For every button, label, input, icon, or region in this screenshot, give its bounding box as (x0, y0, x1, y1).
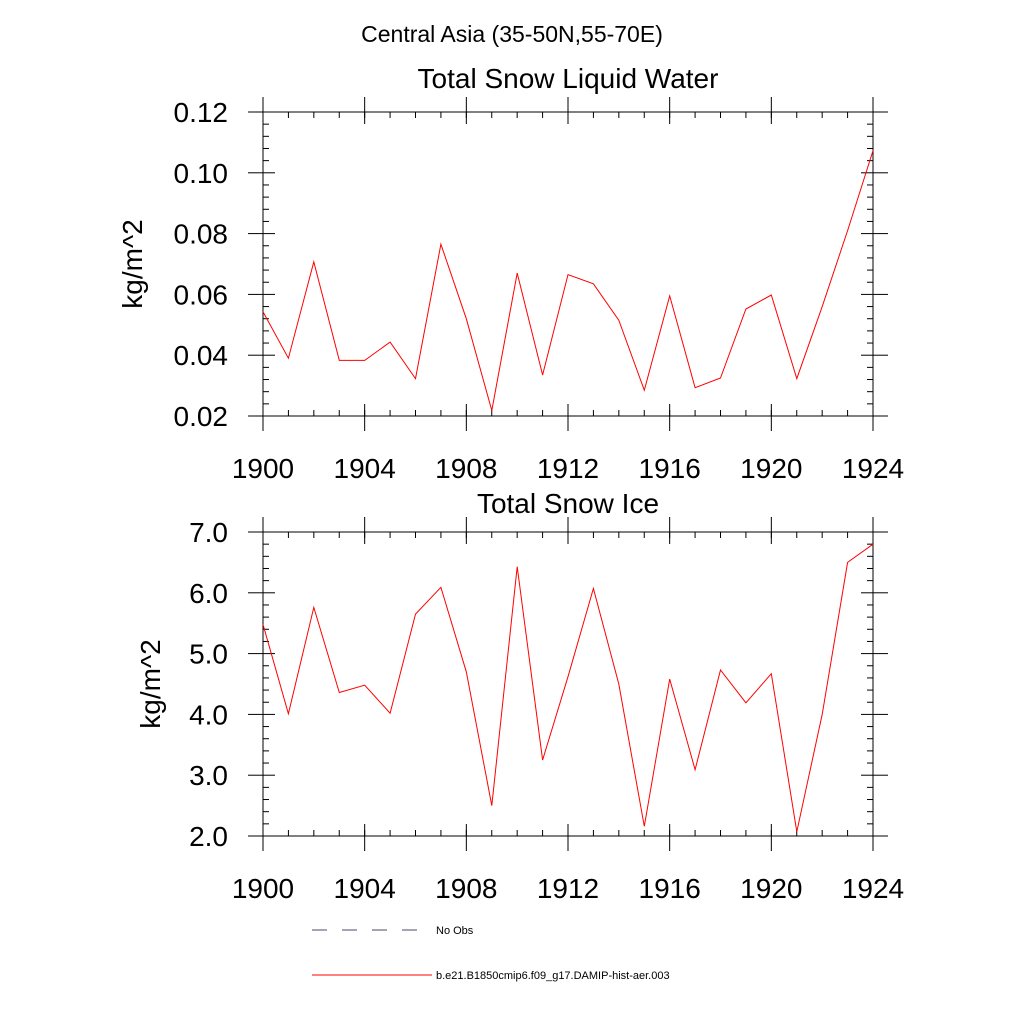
y-tick-label: 0.02 (174, 401, 229, 432)
y-tick-label: 2.0 (189, 821, 228, 852)
panel-snow-ice: Total Snow Ice kg/m^2 1900 1904 1908 1912 19… (135, 488, 904, 904)
panel-snow-liquid-water: Total Snow Liquid Water kg/m^2 1900 1904 1… (117, 63, 904, 484)
x-tick-label: 1920 (740, 453, 802, 484)
panel-title: Total Snow Liquid Water (418, 63, 719, 94)
x-tick-label: 1924 (842, 873, 904, 904)
x-tick-label: 1916 (639, 453, 701, 484)
legend-item-model: b.e21.B1850cmip6.f09_g17.DAMIP-hist-aer.… (312, 970, 670, 982)
x-tick-label: 1916 (639, 873, 701, 904)
y-axis-label: kg/m^2 (135, 639, 166, 728)
series-line (262, 150, 874, 411)
axis-ticks (248, 97, 888, 431)
x-tick-labels: 1900 1904 1908 1912 1916 1920 1924 (232, 873, 904, 904)
x-tick-label: 1924 (842, 453, 904, 484)
x-tick-label: 1900 (232, 453, 294, 484)
x-tick-label: 1904 (334, 453, 396, 484)
plot-frame (262, 111, 874, 417)
x-tick-label: 1908 (435, 873, 497, 904)
x-tick-label: 1912 (537, 453, 599, 484)
y-tick-label: 4.0 (189, 699, 228, 730)
y-tick-labels: 2.0 3.0 4.0 5.0 6.0 7.0 (189, 517, 228, 852)
x-tick-label: 1912 (537, 873, 599, 904)
x-tick-label: 1900 (232, 873, 294, 904)
y-axis-label: kg/m^2 (117, 219, 148, 308)
legend-label: No Obs (436, 925, 474, 937)
x-tick-label: 1920 (740, 873, 802, 904)
series-lines (262, 150, 874, 411)
series-line (262, 543, 874, 832)
x-tick-labels: 1900 1904 1908 1912 1916 1920 1924 (232, 453, 904, 484)
y-tick-label: 0.04 (174, 340, 229, 371)
y-tick-label: 6.0 (189, 578, 228, 609)
y-tick-label: 0.10 (174, 158, 229, 189)
legend: No Obs b.e21.B1850cmip6.f09_g17.DAMIP-hi… (312, 925, 670, 982)
legend-item-no-obs: No Obs (312, 925, 474, 937)
figure-title: Central Asia (35-50N,55-70E) (361, 21, 663, 47)
y-tick-labels: 0.02 0.04 0.06 0.08 0.10 0.12 (174, 97, 229, 432)
y-tick-label: 0.08 (174, 219, 229, 250)
x-tick-label: 1904 (334, 873, 396, 904)
panel-title: Total Snow Ice (477, 488, 659, 519)
y-tick-label: 3.0 (189, 760, 228, 791)
y-tick-label: 0.12 (174, 97, 229, 128)
y-tick-label: 0.06 (174, 279, 229, 310)
legend-label: b.e21.B1850cmip6.f09_g17.DAMIP-hist-aer.… (436, 970, 670, 982)
x-tick-label: 1908 (435, 453, 497, 484)
plot-frame (262, 531, 874, 837)
series-lines (262, 543, 874, 832)
axis-ticks (248, 517, 888, 851)
y-tick-label: 7.0 (189, 517, 228, 548)
y-tick-label: 5.0 (189, 639, 228, 670)
